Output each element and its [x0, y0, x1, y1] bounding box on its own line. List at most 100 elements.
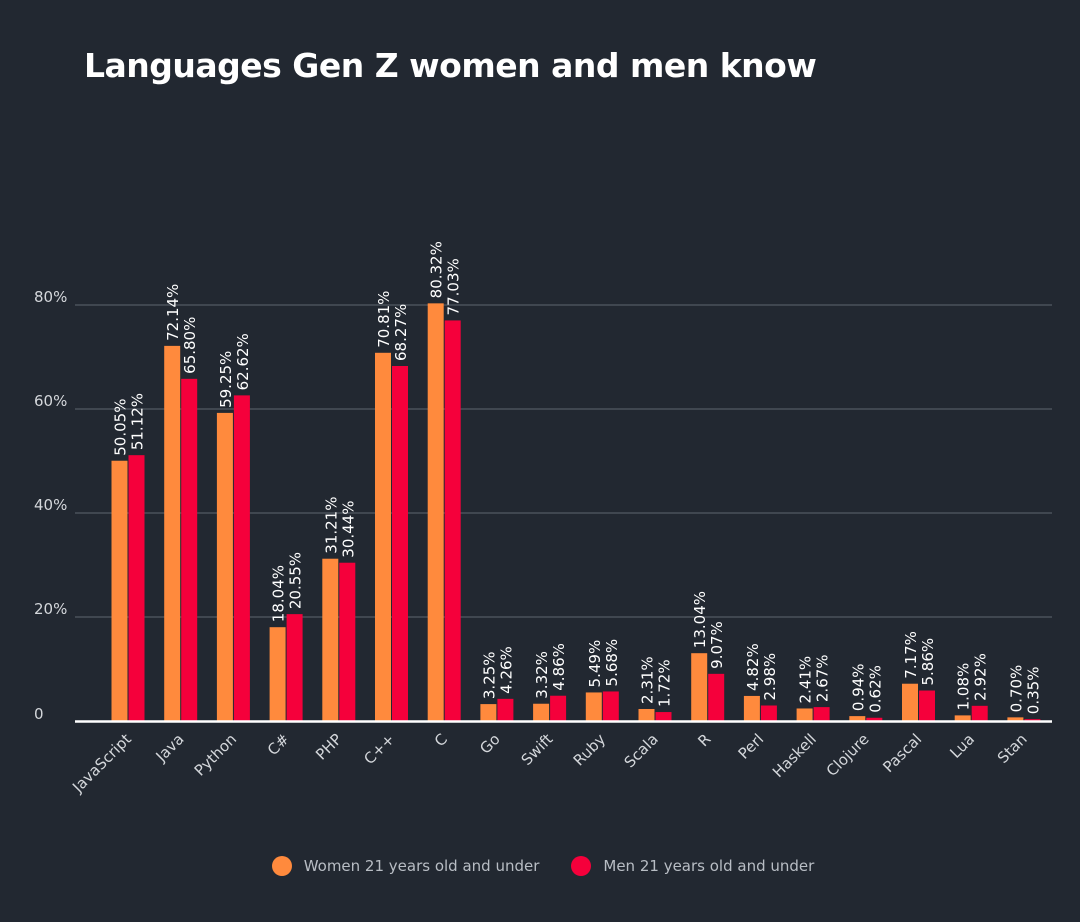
data-label-men: 5.68%	[603, 639, 621, 687]
x-tick-label: JavaScript	[68, 730, 135, 797]
bar-women[interactable]	[585, 692, 602, 721]
bar-men[interactable]	[602, 691, 619, 721]
bar-men[interactable]	[286, 614, 303, 721]
bar-women[interactable]	[269, 627, 286, 721]
data-label-women: 70.81%	[375, 291, 393, 348]
legend-label-men: Men 21 years old and under	[603, 857, 815, 875]
data-label-women: 72.14%	[164, 284, 182, 341]
bar-women[interactable]	[164, 345, 181, 721]
y-tick-label: 0	[34, 705, 44, 723]
bar-men[interactable]	[655, 712, 672, 721]
bar-men[interactable]	[866, 717, 883, 721]
data-label-women: 18.04%	[270, 565, 288, 622]
data-label-men: 9.07%	[708, 621, 726, 669]
x-tick-label: C	[431, 730, 451, 750]
bar-women[interactable]	[533, 703, 550, 721]
bar-men[interactable]	[760, 705, 777, 721]
data-label-women: 80.32%	[428, 241, 446, 298]
data-label-women: 50.05%	[112, 399, 130, 456]
x-axis: JavaScript Java Python C# PHP C++ C Go Swift Ruby…	[68, 720, 1052, 797]
bar-men[interactable]	[497, 698, 514, 721]
y-tick-label: 20%	[34, 600, 67, 618]
bar-women[interactable]	[743, 695, 760, 721]
x-tick-label: Clojure	[823, 730, 873, 780]
data-label-men: 30.44%	[339, 501, 357, 558]
data-label-men: 68.27%	[392, 304, 410, 361]
data-label-men: 4.86%	[550, 643, 568, 691]
x-tick-label: C++	[360, 730, 398, 768]
x-tick-label: Python	[191, 730, 240, 779]
bar-men[interactable]	[233, 395, 250, 721]
data-label-men: 4.26%	[497, 646, 515, 694]
data-label-men: 2.92%	[972, 653, 990, 701]
legend-swatch-women	[271, 856, 292, 876]
bar-women[interactable]	[849, 716, 866, 721]
data-label-women: 2.41%	[797, 656, 815, 704]
data-label-men: 0.35%	[1024, 667, 1042, 715]
bar-men[interactable]	[339, 562, 356, 721]
bars	[111, 303, 1041, 721]
x-tick-label: Java	[152, 730, 188, 766]
bar-women[interactable]	[375, 352, 391, 721]
data-label-women: 0.94%	[849, 663, 867, 711]
data-label-men: 1.72%	[656, 659, 674, 707]
data-label-men: 77.03%	[445, 258, 463, 315]
data-label-men: 2.98%	[761, 653, 779, 701]
bar-men[interactable]	[444, 320, 461, 721]
x-tick-label: R	[694, 730, 714, 750]
x-tick-label: Ruby	[570, 730, 609, 769]
bar-men[interactable]	[128, 455, 145, 721]
bar-women[interactable]	[322, 558, 339, 721]
bar-women[interactable]	[691, 653, 708, 721]
bar-women[interactable]	[954, 715, 971, 721]
legend: Women 21 years old and under Men 21 year…	[0, 856, 1080, 876]
legend-label-women: Women 21 years old and under	[303, 857, 540, 875]
data-label-men: 5.86%	[919, 638, 937, 686]
data-label-men: 2.67%	[814, 654, 832, 702]
y-tick-label: 60%	[34, 392, 67, 410]
x-tick-label: C#	[264, 730, 293, 759]
bar-men[interactable]	[971, 705, 988, 721]
bar-women[interactable]	[216, 412, 233, 721]
bar-men[interactable]	[708, 673, 725, 721]
data-label-men: 0.62%	[866, 665, 884, 713]
legend-item-men[interactable]: Men 21 years old and under	[571, 856, 814, 876]
data-label-men: 65.80%	[181, 317, 199, 374]
bar-men[interactable]	[919, 690, 935, 721]
bar-women[interactable]	[796, 708, 813, 721]
data-label-women: 1.08%	[955, 663, 973, 711]
data-label-women: 13.04%	[691, 591, 709, 648]
bar-women[interactable]	[902, 683, 918, 721]
bar-men[interactable]	[813, 707, 830, 721]
bar-women[interactable]	[111, 460, 128, 721]
y-tick-label: 40%	[34, 496, 67, 514]
x-tick-label: Swift	[518, 730, 557, 769]
bar-women[interactable]	[1007, 717, 1024, 721]
data-label-women: 4.82%	[744, 643, 762, 691]
data-label-men: 20.55%	[287, 552, 305, 609]
x-tick-label: Haskell	[769, 730, 820, 781]
bar-men[interactable]	[181, 378, 198, 721]
x-tick-label: Scala	[621, 730, 662, 771]
bar-men[interactable]	[392, 365, 408, 721]
data-label-men: 51.12%	[129, 393, 147, 450]
legend-swatch-men	[571, 856, 592, 876]
x-tick-label: Go	[476, 730, 503, 757]
bar-women[interactable]	[480, 704, 497, 721]
bar-men[interactable]	[1024, 719, 1041, 721]
x-tick-label: Stan	[994, 730, 1031, 767]
x-tick-label: Perl	[735, 730, 768, 763]
data-label-women: 5.49%	[586, 640, 604, 688]
data-labels: 50.05% 51.12% 72.14%65.80% 59.25% 62.62% 18.0…	[112, 241, 1043, 714]
bar-men[interactable]	[550, 695, 567, 721]
data-label-women: 3.32%	[533, 651, 551, 699]
x-tick-label: Pascal	[879, 730, 925, 776]
data-label-women: 59.25%	[217, 351, 235, 408]
data-label-women: 0.70%	[1007, 665, 1025, 713]
legend-item-women[interactable]: Women 21 years old and under	[271, 856, 540, 876]
y-tick-label: 80%	[34, 288, 67, 306]
bar-women[interactable]	[427, 303, 444, 721]
x-tick-label: PHP	[312, 730, 345, 763]
bar-women[interactable]	[638, 708, 655, 721]
